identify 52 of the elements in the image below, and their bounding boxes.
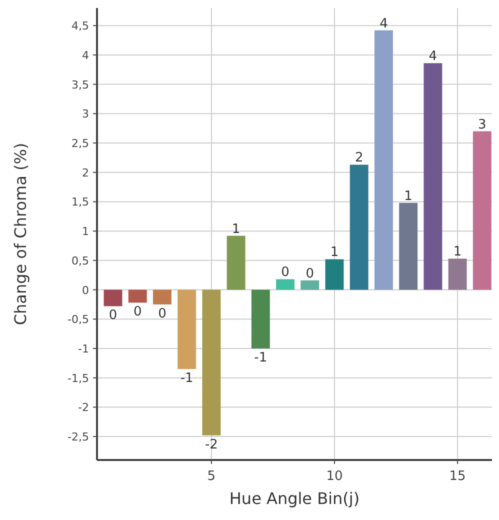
bar — [448, 258, 467, 290]
data-label: 2 — [354, 150, 364, 166]
y-tick-label: 4 — [82, 48, 89, 62]
x-tick-label: 10 — [326, 469, 343, 484]
bar — [178, 290, 196, 370]
data-label: 1 — [330, 245, 339, 260]
y-tick-label: -1 — [78, 342, 89, 356]
bar — [104, 290, 122, 306]
y-tick-label: -1,5 — [68, 372, 89, 385]
y-tick-label: 0,5 — [72, 254, 89, 268]
y-tick-label: 0 — [82, 284, 89, 297]
bar — [472, 131, 492, 290]
data-label: -1 — [180, 371, 194, 386]
bar — [374, 30, 393, 290]
y-tick-label: 2,5 — [72, 137, 89, 150]
data-label: 4 — [380, 16, 388, 32]
data-label: 1 — [453, 244, 462, 260]
data-label: 0 — [306, 266, 314, 282]
y-tick-label: 4,5 — [72, 20, 89, 33]
data-label: -2 — [204, 437, 218, 452]
data-label: 0 — [108, 308, 118, 324]
y-axis-title: Change of Chroma (%) — [11, 142, 30, 326]
bar — [300, 280, 320, 290]
bar — [152, 290, 172, 304]
bar — [350, 164, 368, 290]
x-tick-label: 5 — [207, 469, 216, 484]
bar — [128, 290, 147, 303]
y-tick-label: -2,5 — [68, 430, 89, 444]
bar — [276, 279, 294, 290]
bar — [399, 202, 418, 290]
data-label: 1 — [404, 188, 412, 204]
bar — [424, 63, 442, 290]
y-tick-label: 1,5 — [72, 196, 89, 209]
y-tick-label: 3,5 — [72, 78, 89, 92]
bar — [325, 259, 344, 290]
x-axis-title: Hue Angle Bin(j) — [229, 489, 360, 508]
data-label: 3 — [478, 117, 486, 132]
data-label: 0 — [158, 306, 166, 322]
data-label: 0 — [281, 265, 290, 280]
bar — [202, 290, 221, 436]
data-label: -1 — [254, 350, 268, 366]
bar — [251, 290, 270, 348]
y-tick-label: 1 — [82, 225, 89, 238]
y-tick-label: -2 — [78, 401, 89, 414]
y-tick-label: -0,5 — [68, 313, 89, 326]
bar — [226, 236, 246, 290]
data-label: 0 — [133, 304, 142, 320]
data-label: 1 — [232, 222, 240, 237]
y-tick-label: 2 — [82, 166, 89, 180]
data-label: 4 — [428, 49, 438, 64]
x-tick-label: 15 — [449, 469, 466, 484]
y-tick-label: 3 — [82, 108, 89, 121]
